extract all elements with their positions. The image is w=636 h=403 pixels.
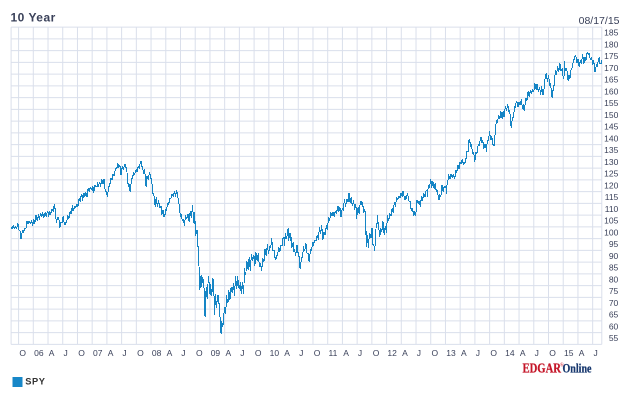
- svg-text:Online: Online: [563, 361, 592, 375]
- svg-text:09: 09: [211, 348, 221, 358]
- svg-text:14: 14: [505, 348, 515, 358]
- svg-text:A: A: [402, 348, 408, 358]
- svg-text:90: 90: [609, 251, 619, 261]
- svg-text:80: 80: [609, 274, 619, 284]
- svg-text:J: J: [64, 348, 68, 358]
- svg-text:SPY: SPY: [25, 377, 45, 387]
- svg-text:J: J: [417, 348, 421, 358]
- svg-text:105: 105: [604, 216, 618, 226]
- svg-text:115: 115: [605, 192, 619, 202]
- svg-text:J: J: [299, 348, 303, 358]
- svg-text:®: ®: [560, 362, 564, 369]
- svg-text:A: A: [49, 348, 55, 358]
- svg-text:A: A: [167, 348, 173, 358]
- svg-text:08: 08: [152, 348, 162, 358]
- svg-text:55: 55: [609, 333, 619, 343]
- svg-text:J: J: [240, 348, 244, 358]
- svg-text:85: 85: [609, 263, 619, 273]
- svg-text:60: 60: [609, 321, 619, 331]
- svg-text:J: J: [122, 348, 126, 358]
- svg-text:65: 65: [609, 310, 619, 320]
- svg-text:180: 180: [604, 39, 618, 49]
- svg-text:A: A: [579, 348, 585, 358]
- svg-text:A: A: [226, 348, 232, 358]
- svg-text:160: 160: [604, 86, 618, 96]
- svg-text:O: O: [549, 348, 556, 358]
- svg-text:185: 185: [604, 28, 618, 38]
- svg-text:O: O: [432, 348, 439, 358]
- svg-text:O: O: [19, 348, 26, 358]
- svg-text:06: 06: [34, 348, 44, 358]
- svg-text:15: 15: [564, 348, 574, 358]
- svg-text:A: A: [343, 348, 349, 358]
- svg-text:A: A: [108, 348, 114, 358]
- svg-text:75: 75: [609, 286, 619, 296]
- svg-text:70: 70: [609, 298, 619, 308]
- svg-text:A: A: [461, 348, 467, 358]
- svg-text:A: A: [284, 348, 290, 358]
- svg-text:95: 95: [609, 239, 619, 249]
- svg-text:J: J: [594, 348, 598, 358]
- svg-text:A: A: [520, 348, 526, 358]
- svg-text:J: J: [476, 348, 480, 358]
- svg-text:O: O: [255, 348, 262, 358]
- svg-text:100: 100: [604, 227, 618, 237]
- svg-text:O: O: [196, 348, 203, 358]
- svg-text:11: 11: [329, 348, 338, 358]
- svg-text:10 Year: 10 Year: [11, 11, 56, 25]
- svg-text:155: 155: [604, 98, 618, 108]
- svg-text:O: O: [490, 348, 497, 358]
- svg-text:165: 165: [604, 75, 618, 85]
- svg-text:170: 170: [604, 63, 618, 73]
- svg-text:O: O: [78, 348, 85, 358]
- svg-text:EDGAR: EDGAR: [523, 360, 562, 375]
- svg-text:J: J: [535, 348, 539, 358]
- svg-text:175: 175: [604, 51, 618, 61]
- svg-text:130: 130: [604, 157, 618, 167]
- svg-text:120: 120: [604, 180, 618, 190]
- svg-text:08/17/15: 08/17/15: [579, 15, 620, 27]
- svg-text:O: O: [137, 348, 144, 358]
- svg-text:J: J: [181, 348, 185, 358]
- svg-text:O: O: [373, 348, 380, 358]
- svg-text:10: 10: [270, 348, 280, 358]
- svg-text:O: O: [314, 348, 321, 358]
- svg-text:150: 150: [604, 110, 618, 120]
- svg-text:J: J: [358, 348, 362, 358]
- svg-text:125: 125: [604, 169, 618, 179]
- svg-text:12: 12: [387, 348, 397, 358]
- svg-text:13: 13: [446, 348, 456, 358]
- svg-text:140: 140: [604, 133, 618, 143]
- svg-text:135: 135: [604, 145, 618, 155]
- svg-text:07: 07: [93, 348, 103, 358]
- svg-text:110: 110: [605, 204, 619, 214]
- svg-text:145: 145: [604, 122, 618, 132]
